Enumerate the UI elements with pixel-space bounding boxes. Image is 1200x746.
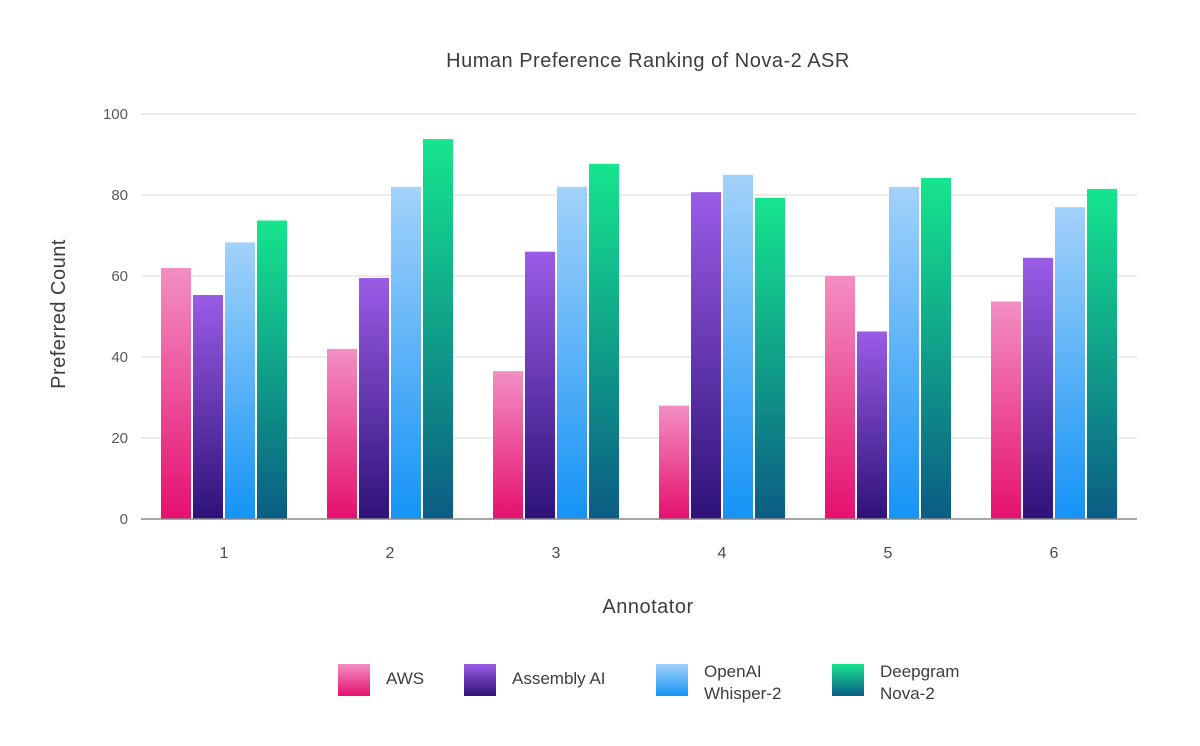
y-tick-label: 20 [111,430,128,447]
legend-label: AWS [386,669,424,688]
y-tick-label: 100 [103,106,128,123]
legend: AWS Assembly AI OpenAI Whisper-2 Deepgram Nov… [338,662,959,703]
y-tick-label: 40 [111,349,128,366]
bar-assembly-ai-annotator-6 [1023,257,1053,519]
legend-swatch [656,664,688,696]
x-axis-ticks: 1 2 3 4 5 6 [220,545,1059,562]
legend-label: OpenAI [704,662,762,681]
legend-label: Assembly AI [512,669,606,688]
bar-openai-whisper-2-annotator-2 [391,186,421,519]
bar-openai-whisper-2-annotator-1 [225,242,255,519]
gridlines [141,113,1137,439]
legend-item: OpenAI Whisper-2 [656,662,781,703]
bar-aws-annotator-6 [991,301,1021,519]
bar-aws-annotator-4 [659,405,689,519]
legend-item: AWS [338,664,424,696]
bar-aws-annotator-5 [825,276,855,519]
chart-title: Human Preference Ranking of Nova-2 ASR [446,50,850,72]
y-axis-label: Preferred Count [48,239,70,389]
bar-openai-whisper-2-annotator-3 [557,186,587,519]
x-tick-label: 3 [552,545,561,562]
bar-aws-annotator-1 [161,267,191,519]
bar-openai-whisper-2-annotator-6 [1055,207,1085,519]
bar-aws-annotator-3 [493,371,523,519]
x-tick-label: 4 [718,545,727,562]
y-tick-label: 0 [120,511,128,528]
y-tick-label: 80 [111,187,128,204]
bar-deepgram-nova-2-annotator-1 [257,220,287,519]
y-tick-label: 60 [111,268,128,285]
bar-assembly-ai-annotator-1 [193,295,223,519]
legend-swatch [338,664,370,696]
legend-item: Assembly AI [464,664,606,696]
bar-deepgram-nova-2-annotator-5 [921,177,951,520]
x-tick-label: 1 [220,545,229,562]
legend-swatch [832,664,864,696]
x-tick-label: 6 [1050,545,1059,562]
bars [161,139,1117,520]
legend-swatch [464,664,496,696]
bar-deepgram-nova-2-annotator-2 [423,139,453,520]
legend-label: Whisper-2 [704,684,781,703]
bar-aws-annotator-2 [327,348,357,519]
legend-item: Deepgram Nova-2 [832,662,959,703]
bar-deepgram-nova-2-annotator-4 [755,197,785,519]
x-axis-label: Annotator [602,596,693,618]
bar-assembly-ai-annotator-2 [359,278,389,519]
bar-assembly-ai-annotator-5 [857,331,887,519]
legend-label: Nova-2 [880,684,935,703]
bar-deepgram-nova-2-annotator-3 [589,163,619,519]
bar-assembly-ai-annotator-3 [525,251,555,519]
x-tick-label: 2 [386,545,395,562]
bar-deepgram-nova-2-annotator-6 [1087,188,1117,520]
bar-assembly-ai-annotator-4 [691,192,721,520]
bar-openai-whisper-2-annotator-5 [889,186,919,519]
legend-label: Deepgram [880,662,959,681]
x-tick-label: 5 [884,545,893,562]
y-axis-ticks: 0 20 40 60 80 100 [103,106,128,528]
bar-openai-whisper-2-annotator-4 [723,174,753,519]
